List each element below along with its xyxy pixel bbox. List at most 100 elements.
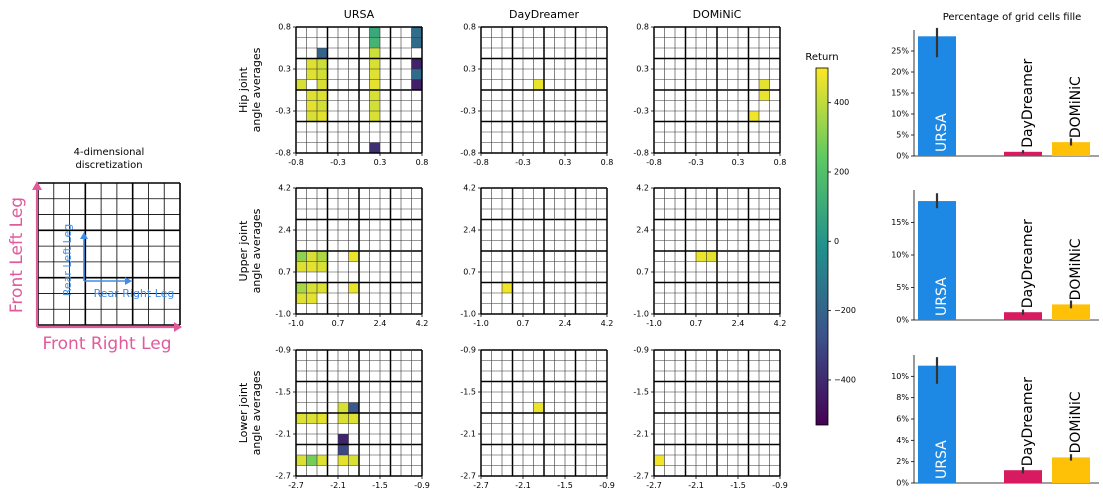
x-tick-label: -2.7 bbox=[473, 481, 489, 490]
heatmap-column-title: URSA bbox=[344, 8, 375, 21]
bar-label-above: DOMiNiC bbox=[1068, 391, 1084, 453]
y-tick-label: 0.7 bbox=[636, 268, 649, 277]
y-tick-label: -2.1 bbox=[460, 430, 476, 439]
heatmap-cell bbox=[317, 455, 328, 466]
heatmap-cell bbox=[306, 251, 317, 262]
y-tick-label: -0.3 bbox=[275, 107, 291, 116]
bar-y-tick-label: 4% bbox=[896, 436, 909, 445]
heatmap-cell bbox=[296, 79, 307, 90]
colorbar-tick-label: −200 bbox=[834, 306, 856, 315]
x-tick-label: -1.0 bbox=[473, 319, 489, 328]
heatmap-cell bbox=[348, 455, 359, 466]
heatmap-cell bbox=[296, 261, 307, 272]
x-tick-label: -0.3 bbox=[688, 158, 704, 167]
x-tick-label: -2.1 bbox=[515, 481, 531, 490]
x-tick-label: -1.0 bbox=[288, 319, 304, 328]
bar-label-in: URSA bbox=[934, 440, 950, 479]
x-tick-label: 4.2 bbox=[774, 319, 787, 328]
heatmap-panel-dominic: -2.7 -2.1 -1.5 -0.9 -0.9 -1.5 -2.1 -2.7 bbox=[633, 346, 787, 491]
x-tick-label: 2.4 bbox=[374, 319, 387, 328]
heatmap-cell bbox=[317, 100, 328, 111]
x-tick-label: -2.7 bbox=[288, 481, 304, 490]
heatmap-cell bbox=[348, 402, 359, 413]
bar-y-tick-label: 10% bbox=[891, 110, 909, 119]
heatmap-cell bbox=[306, 58, 317, 69]
bar-y-tick-label: 15% bbox=[891, 218, 909, 227]
heatmap-cell bbox=[706, 251, 717, 262]
heatmap-cell bbox=[306, 111, 317, 122]
heatmap-cell bbox=[306, 90, 317, 101]
rear-left-arrowhead bbox=[80, 232, 88, 239]
heatmap-cell bbox=[317, 48, 328, 59]
bar-y-tick-label: 10% bbox=[891, 251, 909, 260]
heatmap-panel-ursa: -0.8 -0.3 0.3 0.8 0.8 0.3 -0.3 -0.8 bbox=[275, 23, 428, 168]
heatmap-cell bbox=[317, 111, 328, 122]
heatmap-cell bbox=[306, 100, 317, 111]
x-tick-label: 4.2 bbox=[416, 319, 429, 328]
y-tick-label: 0.8 bbox=[636, 23, 649, 32]
heatmap-cell bbox=[317, 58, 328, 69]
y-tick-label: 0.7 bbox=[278, 268, 291, 277]
bar-daydreamer bbox=[1004, 312, 1042, 320]
x-tick-label: -1.5 bbox=[372, 481, 388, 490]
bar-label-above: DOMiNiC bbox=[1068, 238, 1084, 300]
heatmap-cell bbox=[369, 58, 380, 69]
x-tick-label: -0.8 bbox=[473, 158, 489, 167]
y-tick-label: 0.7 bbox=[463, 268, 476, 277]
diagram-title-line-2: discretization bbox=[75, 160, 142, 171]
rear-right-arrowhead bbox=[125, 277, 132, 285]
x-tick-label: 0.7 bbox=[517, 319, 530, 328]
bar-y-tick-label: 0% bbox=[896, 316, 909, 325]
heatmap-cell bbox=[306, 293, 317, 304]
heatmap-cell bbox=[369, 48, 380, 59]
heatmap-cell bbox=[411, 69, 422, 80]
heatmap-cell bbox=[533, 402, 544, 413]
heatmap-row-label-1: Upper joint bbox=[237, 220, 250, 282]
heatmap-cell bbox=[369, 27, 380, 38]
heatmap-cell bbox=[369, 100, 380, 111]
heatmap-row-label-2: angle averages bbox=[250, 208, 263, 293]
heatmap-cell bbox=[369, 142, 380, 153]
colorbar-tick-label: 200 bbox=[834, 167, 849, 176]
x-tick-label: -1.5 bbox=[730, 481, 746, 490]
y-tick-label: 4.2 bbox=[636, 184, 649, 193]
y-tick-label: -0.9 bbox=[275, 346, 291, 355]
front-right-label: Front Right Leg bbox=[43, 334, 172, 354]
y-tick-label: -1.5 bbox=[633, 388, 649, 397]
y-tick-label: -0.8 bbox=[460, 149, 476, 158]
heatmap-cell bbox=[348, 251, 359, 262]
bar-y-tick-label: 20% bbox=[891, 68, 909, 77]
y-tick-label: -0.8 bbox=[633, 149, 649, 158]
y-tick-label: -0.8 bbox=[275, 149, 291, 158]
bar-panel-3: 0% 2% 4% 6% 8% 10% URSA DayDreamer DOMiNiC bbox=[891, 355, 1099, 488]
heatmap-row-label-1: Hip joint bbox=[237, 66, 250, 113]
x-tick-label: -1.5 bbox=[557, 481, 573, 490]
heatmap-row-label-2: angle averages bbox=[250, 47, 263, 132]
x-tick-label: -1.0 bbox=[646, 319, 662, 328]
bar-y-tick-label: 6% bbox=[896, 415, 909, 424]
y-tick-label: 0.3 bbox=[636, 65, 649, 74]
diagram-title-line-1: 4-dimensional bbox=[74, 147, 145, 158]
colorbar-tick-label: 0 bbox=[834, 237, 839, 246]
bar-panel-1: 0% 5% 10% 15% 20% 25% URSA DayDreamer DOMiNiC bbox=[891, 27, 1099, 161]
bar-label-above: DOMiNiC bbox=[1068, 76, 1084, 138]
bar-label-above: DayDreamer bbox=[1020, 219, 1036, 308]
heatmap-cell bbox=[533, 79, 544, 90]
heatmap-cell bbox=[317, 282, 328, 293]
heatmap-cell bbox=[748, 111, 759, 122]
bar-label-in: URSA bbox=[934, 277, 950, 316]
x-tick-label: 0.3 bbox=[559, 158, 572, 167]
bar-label-above: DayDreamer bbox=[1020, 377, 1036, 466]
bar-label-in: URSA bbox=[934, 113, 950, 152]
x-tick-label: 0.7 bbox=[690, 319, 703, 328]
front-left-label: Front Left Leg bbox=[7, 197, 27, 313]
x-tick-label: -0.3 bbox=[515, 158, 531, 167]
y-tick-label: 0.3 bbox=[463, 65, 476, 74]
y-tick-label: -1.0 bbox=[633, 310, 649, 319]
heatmap-cell bbox=[317, 413, 328, 424]
heatmap-cell bbox=[296, 282, 307, 293]
heatmap-cell bbox=[338, 455, 349, 466]
heatmap-panel-dominic: -0.8 -0.3 0.3 0.8 0.8 0.3 -0.3 -0.8 bbox=[633, 23, 786, 168]
x-tick-label: -0.9 bbox=[414, 481, 430, 490]
